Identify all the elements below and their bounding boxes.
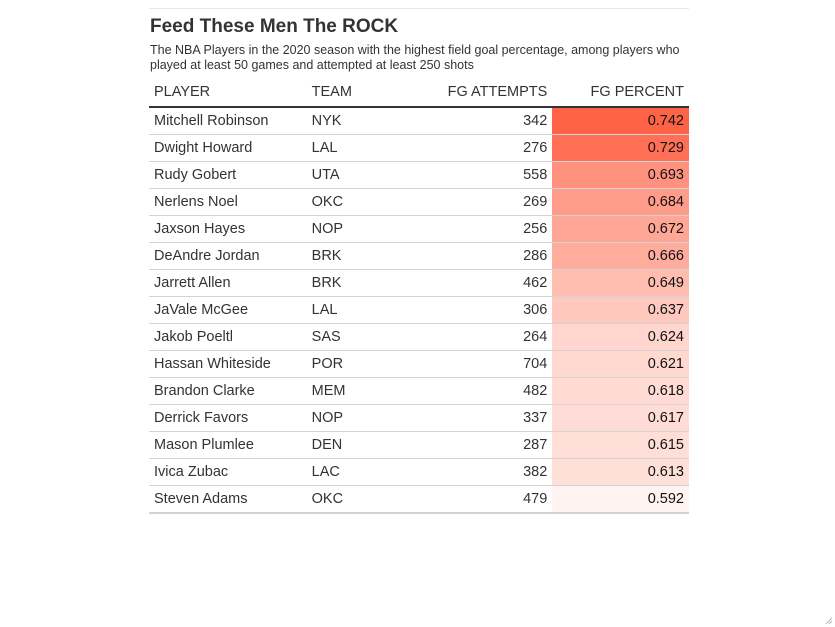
table-row: DeAndre Jordan BRK 286 0.666 [149,242,689,270]
table-row: Ivica Zubac LAC 382 0.613 [149,458,689,486]
table-row: Brandon Clarke MEM 482 0.618 [149,377,689,405]
player-cell: Hassan Whiteside [149,350,307,378]
team-cell: POR [306,350,400,378]
table-row: Steven Adams OKC 479 0.592 [149,485,689,514]
player-cell: Brandon Clarke [149,377,307,405]
header-row: PLAYER TEAM FG ATTEMPTS FG PERCENT [149,79,689,108]
team-cell: NYK [306,107,400,135]
data-table: PLAYER TEAM FG ATTEMPTS FG PERCENT Mitch… [149,79,689,514]
team-cell: DEN [306,431,400,459]
player-cell: JaVale McGee [149,296,307,324]
header-player: PLAYER [149,79,307,108]
team-cell: LAL [306,134,400,162]
table-row: Jarrett Allen BRK 462 0.649 [149,269,689,297]
player-cell: Ivica Zubac [149,458,307,486]
team-cell: LAC [306,458,400,486]
table-body: Mitchell Robinson NYK 342 0.742 Dwight Howar… [149,107,689,514]
fg-percent-cell: 0.672 [552,215,689,243]
fg-attempts-cell: 482 [399,377,553,405]
team-cell: MEM [306,377,400,405]
player-cell: Rudy Gobert [149,161,307,189]
fg-percent-cell: 0.649 [552,269,689,297]
team-cell: NOP [306,215,400,243]
player-cell: Dwight Howard [149,134,307,162]
fg-attempts-cell: 558 [399,161,553,189]
fg-attempts-cell: 704 [399,350,553,378]
fg-percent-cell: 0.617 [552,404,689,432]
team-cell: LAL [306,296,400,324]
team-cell: BRK [306,269,400,297]
table-container: Feed These Men The ROCK The NBA Players … [149,8,689,514]
fg-percent-cell: 0.615 [552,431,689,459]
table-row: Hassan Whiteside POR 704 0.621 [149,350,689,378]
table-row: Mason Plumlee DEN 287 0.615 [149,431,689,459]
header-team: TEAM [306,79,400,108]
fg-percent-cell: 0.613 [552,458,689,486]
player-cell: Mitchell Robinson [149,107,307,135]
table-row: JaVale McGee LAL 306 0.637 [149,296,689,324]
player-cell: Derrick Favors [149,404,307,432]
table-row: Rudy Gobert UTA 558 0.693 [149,161,689,189]
table-subtitle: The NBA Players in the 2020 season with … [150,43,680,72]
player-cell: DeAndre Jordan [149,242,307,270]
fg-percent-cell: 0.637 [552,296,689,324]
fg-percent-cell: 0.618 [552,377,689,405]
table-row: Jakob Poeltl SAS 264 0.624 [149,323,689,351]
fg-attempts-cell: 276 [399,134,553,162]
fg-percent-cell: 0.624 [552,323,689,351]
fg-attempts-cell: 269 [399,188,553,216]
table-row: Mitchell Robinson NYK 342 0.742 [149,107,689,135]
player-cell: Mason Plumlee [149,431,307,459]
fg-attempts-cell: 382 [399,458,553,486]
team-cell: NOP [306,404,400,432]
table-row: Derrick Favors NOP 337 0.617 [149,404,689,432]
top-divider [149,8,689,9]
resize-handle-icon[interactable] [825,617,833,625]
fg-attempts-cell: 337 [399,404,553,432]
team-cell: OKC [306,188,400,216]
fg-percent-cell: 0.592 [552,485,689,514]
player-cell: Nerlens Noel [149,188,307,216]
fg-percent-cell: 0.729 [552,134,689,162]
team-cell: OKC [306,485,400,514]
player-cell: Jaxson Hayes [149,215,307,243]
player-cell: Jakob Poeltl [149,323,307,351]
fg-percent-cell: 0.693 [552,161,689,189]
fg-attempts-cell: 479 [399,485,553,514]
team-cell: BRK [306,242,400,270]
fg-percent-cell: 0.621 [552,350,689,378]
fg-attempts-cell: 287 [399,431,553,459]
fg-attempts-cell: 256 [399,215,553,243]
header-fg-percent: FG PERCENT [552,79,689,108]
fg-percent-cell: 0.742 [552,107,689,135]
table-row: Nerlens Noel OKC 269 0.684 [149,188,689,216]
fg-attempts-cell: 462 [399,269,553,297]
fg-percent-cell: 0.684 [552,188,689,216]
table-row: Jaxson Hayes NOP 256 0.672 [149,215,689,243]
header-fg-attempts: FG ATTEMPTS [399,79,553,108]
fg-percent-cell: 0.666 [552,242,689,270]
team-cell: SAS [306,323,400,351]
team-cell: UTA [306,161,400,189]
player-cell: Jarrett Allen [149,269,307,297]
table-title: Feed These Men The ROCK [150,16,399,37]
player-cell: Steven Adams [149,485,307,514]
fg-attempts-cell: 264 [399,323,553,351]
fg-attempts-cell: 306 [399,296,553,324]
fg-attempts-cell: 286 [399,242,553,270]
table-row: Dwight Howard LAL 276 0.729 [149,134,689,162]
fg-attempts-cell: 342 [399,107,553,135]
